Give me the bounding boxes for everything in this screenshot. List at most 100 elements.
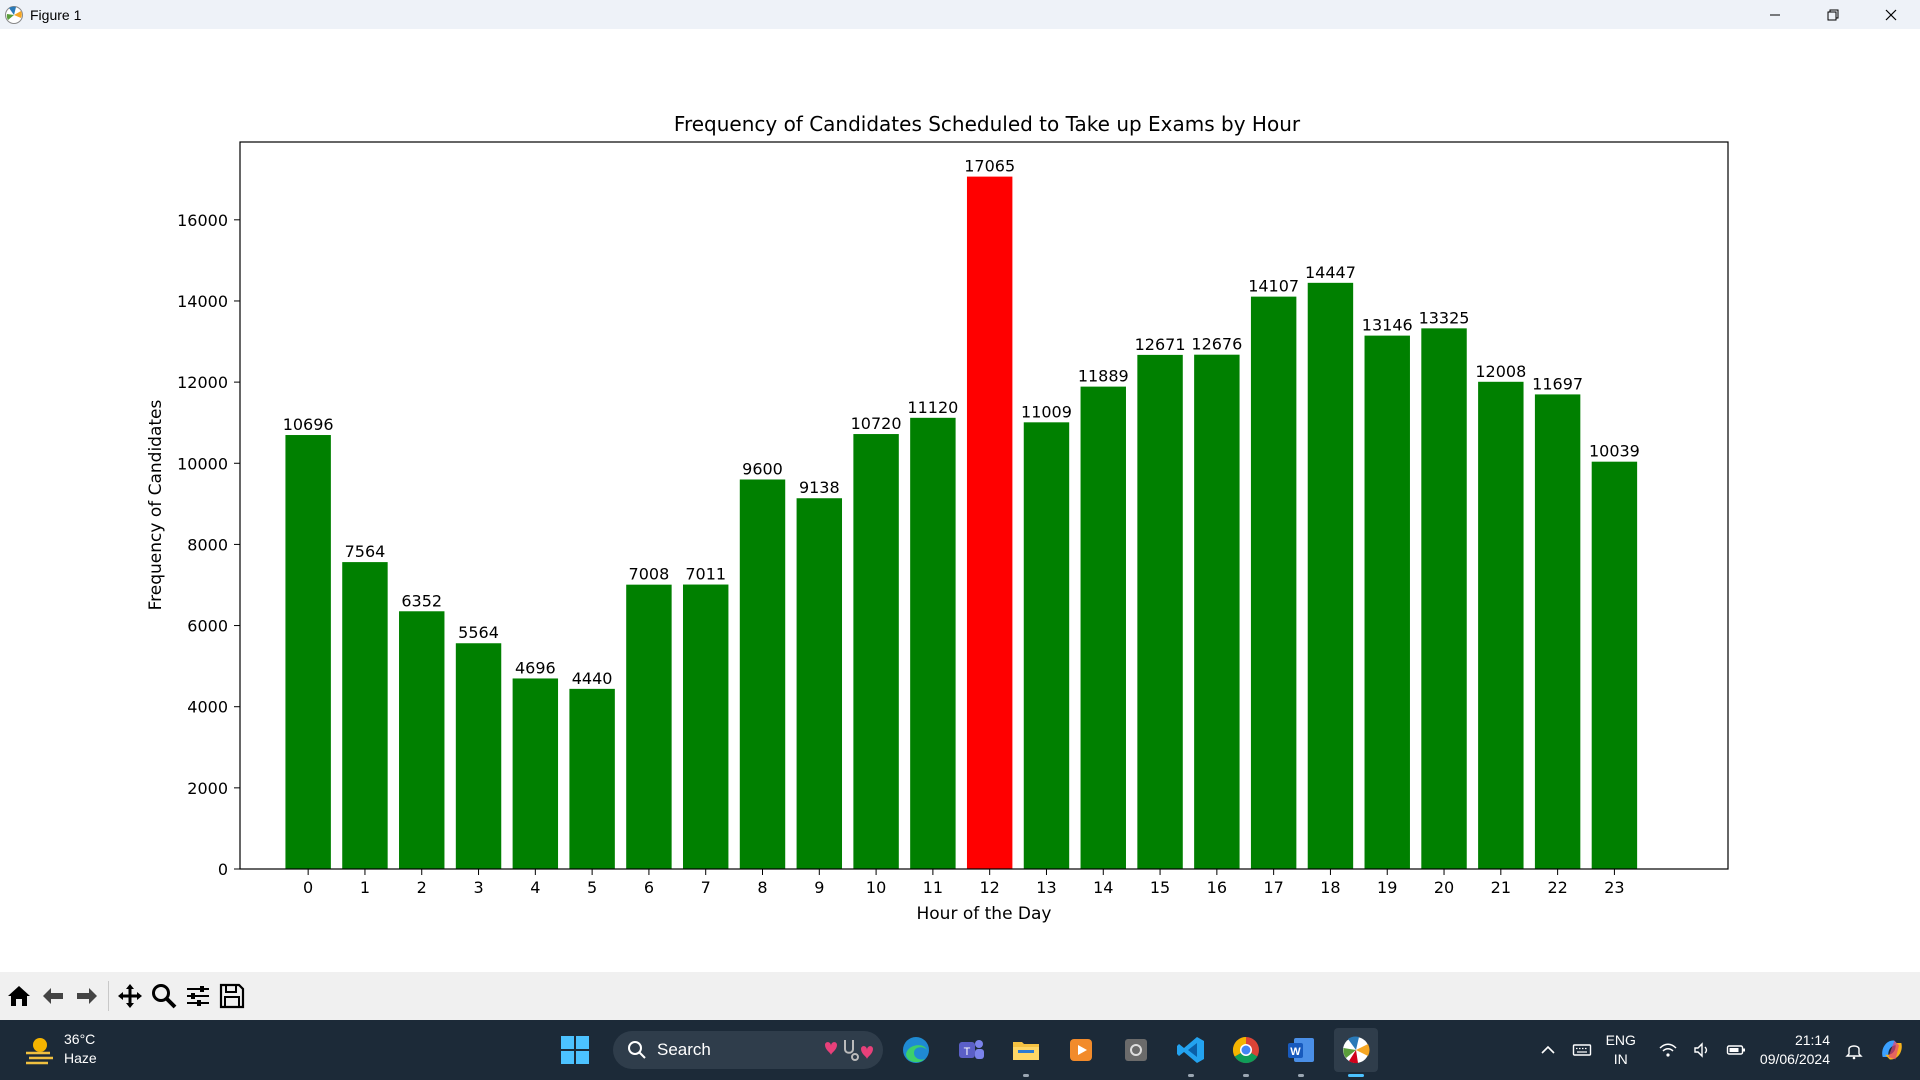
- show-hidden-icons-button[interactable]: [1538, 1040, 1558, 1060]
- battery-button[interactable]: [1726, 1040, 1746, 1060]
- figure-canvas[interactable]: Frequency of Candidates Scheduled to Tak…: [0, 29, 1920, 972]
- minimize-icon: [1770, 14, 1780, 15]
- axes-frame: [239, 141, 1729, 870]
- start-button[interactable]: [553, 1028, 597, 1072]
- bar-value-label: 10039: [1589, 442, 1640, 461]
- touch-keyboard-button[interactable]: [1572, 1040, 1592, 1060]
- x-tick-label: 3: [473, 878, 483, 897]
- weather-widget[interactable]: 36°C Haze: [20, 1030, 97, 1068]
- speaker-icon: [1694, 1042, 1708, 1058]
- bar-value-label: 9138: [799, 478, 840, 497]
- bar-hour-13: [1023, 422, 1070, 869]
- bar-hour-18: [1307, 282, 1354, 869]
- volume-button[interactable]: [1692, 1040, 1712, 1060]
- bar-value-label: 12008: [1475, 362, 1526, 381]
- x-tick-label: 9: [814, 878, 824, 897]
- bar-hour-20: [1421, 328, 1467, 869]
- matplotlib-app-icon: [5, 5, 23, 24]
- x-tick-label: 0: [303, 878, 313, 897]
- taskbar-app-chrome[interactable]: [1224, 1028, 1268, 1077]
- x-axis-label: Hour of the Day: [916, 904, 1051, 924]
- bar-value-label: 11889: [1078, 367, 1129, 386]
- bar-value-label: 7011: [685, 565, 726, 584]
- zoom-icon: [152, 984, 177, 1009]
- minimize-button[interactable]: [1746, 0, 1804, 29]
- matplotlib-toolbar: [0, 972, 1920, 1020]
- configure-subplots-icon: [187, 986, 209, 1006]
- x-tick-label: 17: [1263, 878, 1283, 897]
- y-axis-label: Frequency of Candidates: [146, 399, 166, 610]
- active-indicator: [1348, 1074, 1364, 1077]
- y-axis-ticks: 0 2000 4000 6000 8000 10000 12000 14000 16000: [177, 211, 240, 879]
- bar-hour-14: [1080, 386, 1126, 869]
- restore-button[interactable]: [1804, 0, 1862, 29]
- x-tick-label: 13: [1036, 878, 1056, 897]
- home-button[interactable]: [2, 978, 36, 1014]
- camera-icon: [1125, 1039, 1147, 1061]
- x-tick-label: 2: [417, 878, 427, 897]
- bar-hour-7: [682, 584, 729, 869]
- weather-condition: Haze: [64, 1050, 97, 1066]
- save-button[interactable]: [215, 978, 249, 1014]
- taskbar-app-media-player[interactable]: [1059, 1028, 1103, 1072]
- zoom-button[interactable]: [147, 978, 181, 1014]
- taskbar-app-file-explorer[interactable]: [1004, 1028, 1048, 1077]
- x-tick-label: 12: [979, 878, 999, 897]
- running-indicator: [1298, 1074, 1304, 1077]
- window-title: Figure 1: [30, 6, 82, 23]
- x-axis-ticks: 0 1 2 3 4 5 6 7 8 9 10 11 12 13 14 15 16 17 18 19 20 21 22 23: [303, 869, 1625, 897]
- taskbar-app-teams[interactable]: T: [949, 1028, 993, 1072]
- bar-value-label: 6352: [401, 591, 442, 610]
- back-icon: [43, 988, 63, 1004]
- bar-value-label: 12671: [1135, 335, 1186, 354]
- y-tick-label: 14000: [177, 292, 228, 311]
- taskbar-app-vscode[interactable]: [1169, 1028, 1213, 1077]
- battery-icon: [1726, 1045, 1745, 1055]
- bar-hour-11: [910, 417, 956, 869]
- wifi-icon: [1659, 1043, 1677, 1057]
- bar-value-label: 14107: [1248, 277, 1299, 296]
- copilot-button[interactable]: [1878, 1036, 1906, 1064]
- x-tick-label: 6: [644, 878, 654, 897]
- x-tick-label: 10: [866, 878, 886, 897]
- taskbar-app-edge[interactable]: [894, 1028, 938, 1072]
- pan-button[interactable]: [113, 978, 147, 1014]
- media-player-icon: [1070, 1039, 1092, 1061]
- bar-value-label: 5564: [458, 623, 499, 642]
- file-explorer-icon: [1013, 1042, 1039, 1060]
- taskbar-search-box[interactable]: Search: [613, 1031, 883, 1069]
- y-tick-label: 4000: [187, 698, 228, 717]
- bar-value-label: 4440: [572, 669, 613, 688]
- windows-taskbar: 36°C Haze Search: [0, 1020, 1920, 1080]
- configure-subplots-button[interactable]: [181, 978, 215, 1014]
- notifications-button[interactable]: [1844, 1040, 1864, 1060]
- search-placeholder: Search: [657, 1040, 711, 1059]
- bar-hour-19: [1364, 335, 1410, 870]
- taskbar-app-word[interactable]: W: [1279, 1028, 1323, 1077]
- bar-value-label: 14447: [1305, 263, 1356, 282]
- forward-button[interactable]: [70, 978, 104, 1014]
- y-tick-label: 12000: [177, 373, 228, 392]
- taskbar-app-matplotlib[interactable]: [1334, 1028, 1378, 1077]
- y-tick-label: 16000: [177, 211, 228, 230]
- save-icon: [219, 983, 245, 1009]
- bar-hour-12: [966, 176, 1013, 870]
- taskbar-clock[interactable]: 21:14 09/06/2024: [1760, 1031, 1830, 1069]
- running-indicator: [1188, 1074, 1194, 1077]
- input-language-indicator[interactable]: ENG IN: [1606, 1031, 1636, 1069]
- taskbar-app-camera[interactable]: [1114, 1028, 1158, 1072]
- window-titlebar: Figure 1: [0, 0, 1920, 29]
- svg-text:T: T: [964, 1046, 971, 1058]
- chrome-icon: [1232, 1036, 1259, 1064]
- bar-hour-2: [399, 611, 445, 869]
- network-button[interactable]: [1658, 1040, 1678, 1060]
- bar-value-label: 10696: [283, 415, 334, 434]
- running-indicator: [1023, 1074, 1029, 1077]
- back-button[interactable]: [36, 978, 70, 1014]
- clock-time: 21:14: [1794, 1032, 1830, 1048]
- bar-hour-3: [455, 643, 502, 869]
- bars-group: [285, 176, 1638, 870]
- y-tick-label: 6000: [187, 617, 228, 636]
- vscode-icon: [1177, 1037, 1204, 1063]
- close-button[interactable]: [1862, 0, 1920, 29]
